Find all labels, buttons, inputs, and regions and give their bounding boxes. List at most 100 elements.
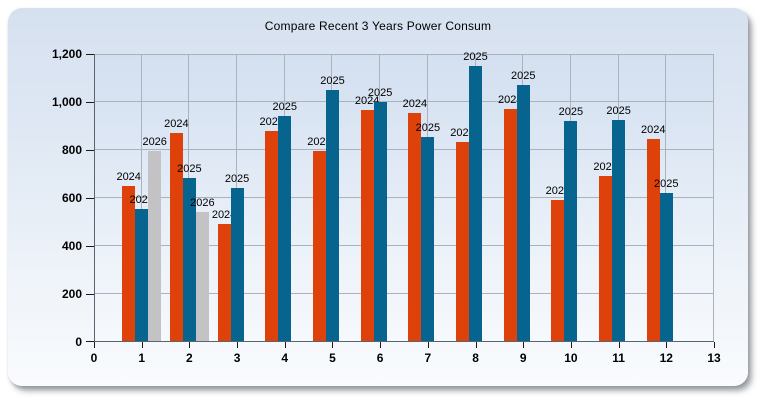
- y-axis-tick: [86, 198, 94, 199]
- gridline-horizontal: [94, 245, 714, 246]
- bar-2024-month-7: [408, 112, 422, 341]
- y-tick-label: 400: [61, 239, 82, 253]
- bar-year-label: 2025: [558, 106, 584, 119]
- bar-year-label: 2024: [450, 126, 475, 139]
- chart-panel: Compare Recent 3 Years Power Consum 0 200…: [8, 8, 748, 386]
- bar-year-label: 2026: [142, 136, 167, 149]
- bar-year-label: 2024: [641, 124, 666, 137]
- bar-2024-month-9: [503, 109, 517, 341]
- y-axis-tick: [86, 246, 94, 247]
- x-tick-label: 7: [424, 351, 432, 365]
- x-tick-label: 4: [281, 351, 289, 365]
- bar-2025-month-6: [373, 102, 387, 341]
- y-axis-tick: [86, 54, 94, 55]
- x-axis-tick: [94, 342, 95, 348]
- bar-year-label: 2025: [367, 87, 393, 99]
- bar-2024-month-11: [599, 176, 613, 341]
- bar-2024-month-6: [360, 110, 374, 341]
- y-tick-label: 0: [75, 335, 82, 349]
- bar-year-label: 2025: [129, 193, 154, 206]
- x-axis-tick: [237, 342, 239, 348]
- bar-2025-month-11: [612, 120, 626, 341]
- x-axis-line: [94, 341, 714, 342]
- bar-2024-month-12: [646, 139, 660, 341]
- bar-year-label: 2024: [116, 171, 141, 183]
- bar-2024-month-2: [169, 133, 183, 341]
- bar-year-label: 2025: [224, 173, 250, 186]
- bar-year-label: 2025: [177, 162, 202, 175]
- bar-year-label: 2025: [654, 178, 679, 191]
- x-axis-tick: [714, 342, 715, 348]
- x-tick-label: 6: [376, 351, 384, 365]
- bar-year-label: 2024: [593, 161, 618, 174]
- x-tick-label: 13: [707, 351, 721, 365]
- bar-year-label: 2024: [402, 97, 428, 110]
- y-tick-label: 1,200: [51, 47, 82, 61]
- y-axis-line: [94, 54, 95, 342]
- bar-year-label: 2025: [272, 101, 298, 114]
- bar-year-label: 2025: [606, 105, 631, 117]
- x-tick-label: 10: [564, 351, 578, 365]
- x-tick-label: 5: [329, 351, 336, 365]
- y-tick-label: 600: [61, 191, 82, 205]
- x-axis-tick: [141, 342, 143, 348]
- gridline-vertical: [140, 54, 142, 342]
- y-axis-tick: [86, 150, 94, 151]
- bar-year-label: 2025: [320, 75, 345, 87]
- bar-2024-month-1: [122, 186, 136, 341]
- bar-year-label: 2024: [307, 136, 332, 149]
- gridline-horizontal: [94, 197, 714, 198]
- bar-2025-month-5: [325, 90, 339, 341]
- bar-year-label: 2024: [211, 209, 237, 222]
- x-axis-tick: [523, 342, 525, 348]
- x-tick-label: 0: [90, 351, 98, 365]
- y-tick-label: 200: [61, 287, 82, 301]
- x-tick-label: 8: [472, 351, 479, 365]
- bar-2024-month-8: [456, 141, 470, 341]
- x-axis-tick: [666, 342, 668, 348]
- x-axis-tick: [570, 342, 572, 348]
- bar-2025-month-3: [230, 188, 244, 341]
- gridline-horizontal: [94, 101, 714, 102]
- bar-year-label: 2024: [497, 94, 523, 107]
- y-tick-label: 1,000: [51, 95, 82, 109]
- chart-title: Compare Recent 3 Years Power Consum: [264, 19, 492, 33]
- x-axis-tick: [332, 342, 334, 348]
- gridline-horizontal: [94, 54, 714, 55]
- x-tick-label: 9: [519, 351, 527, 365]
- x-tick-label: 3: [233, 351, 241, 365]
- bar-2024-month-10: [551, 200, 565, 341]
- bar-year-label: 2025: [510, 70, 536, 83]
- bar-2025-month-1: [135, 208, 149, 341]
- x-axis-tick: [475, 342, 477, 348]
- bar-2025-month-9: [516, 85, 530, 341]
- x-axis-tick: [284, 342, 286, 348]
- x-tick-label: 12: [659, 351, 673, 365]
- x-axis-tick: [189, 342, 191, 348]
- y-axis-tick: [86, 102, 94, 103]
- bar-year-label: 2026: [190, 197, 215, 210]
- bar-2025-month-4: [278, 116, 292, 341]
- x-tick-label: 11: [612, 351, 625, 365]
- gridline-horizontal: [94, 293, 714, 294]
- bar-year-label: 2025: [415, 121, 441, 134]
- bar-2024-month-3: [217, 224, 231, 341]
- y-tick-label: 800: [61, 143, 82, 157]
- bar-2024-month-5: [312, 151, 326, 341]
- x-tick-label: 1: [138, 351, 146, 365]
- bar-year-label: 2024: [545, 185, 571, 198]
- bar-year-label: 2024: [354, 95, 380, 108]
- x-axis-tick: [380, 342, 382, 348]
- bar-2025-month-2: [182, 177, 196, 341]
- y-axis-tick: [86, 341, 94, 342]
- bar-2026-month-1: [148, 151, 162, 341]
- bar-2025-month-8: [469, 66, 483, 341]
- bar-year-label: 2025: [463, 51, 488, 63]
- x-axis-tick: [427, 342, 429, 348]
- bar-2024-month-4: [265, 130, 279, 341]
- bar-2025-month-12: [659, 193, 673, 341]
- bar-2025-month-10: [564, 121, 578, 341]
- bar-year-label: 2024: [259, 115, 285, 128]
- x-tick-label: 2: [186, 351, 193, 365]
- bar-2025-month-7: [421, 136, 435, 341]
